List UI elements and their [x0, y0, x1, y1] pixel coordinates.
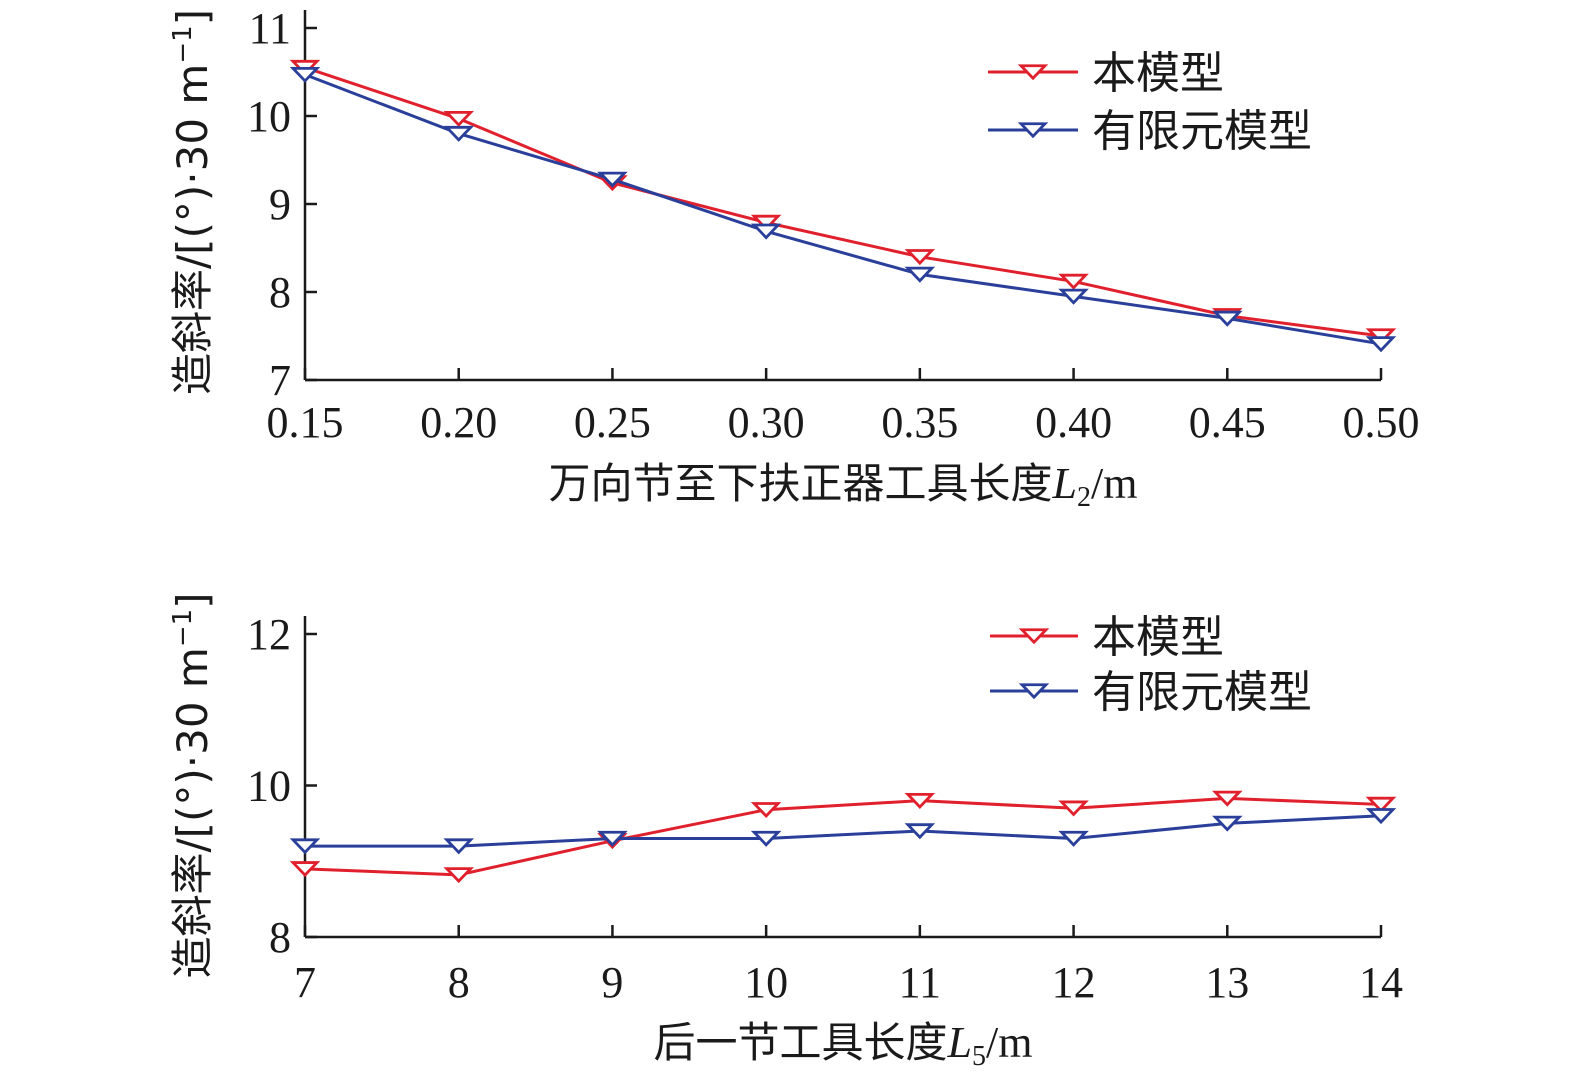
series-0-marker	[1058, 273, 1089, 290]
y-tick-label: 11	[249, 4, 291, 53]
y-tick-label: 7	[269, 356, 291, 405]
x-tick-label: 10	[744, 958, 788, 1007]
series-0-marker	[443, 110, 474, 127]
series-1-marker	[1365, 336, 1397, 353]
series-1-marker	[443, 125, 474, 142]
series-0-marker	[904, 249, 936, 266]
series-line-0	[304, 66, 1382, 338]
series-0-marker	[1365, 796, 1397, 813]
series-1-marker	[597, 830, 628, 847]
series-line-1	[304, 73, 1382, 346]
series-1-marker	[597, 171, 628, 188]
y-tick-label: 10	[247, 92, 291, 141]
y-tick-label: 9	[269, 180, 291, 229]
y-tick-label: 12	[247, 610, 291, 659]
y-axis-title: 造斜率/[(°)·30 m−1]	[168, 9, 217, 395]
x-tick-label: 7	[294, 958, 316, 1007]
x-tick-label: 0.20	[420, 398, 497, 447]
y-tick-label: 8	[269, 913, 291, 962]
x-tick-label: 0.25	[574, 398, 651, 447]
legend-label-0: 本模型	[1092, 48, 1224, 99]
x-tick-label: 0.50	[1343, 398, 1420, 447]
x-tick-label: 12	[1052, 958, 1096, 1007]
series-1-marker	[904, 823, 936, 840]
series-0-marker	[443, 867, 474, 884]
series-0-marker	[289, 861, 321, 878]
x-axis-title: 后一节工具长度L5/m	[654, 1018, 1033, 1072]
x-tick-label: 14	[1359, 958, 1403, 1007]
series-0-marker	[750, 802, 782, 819]
series-1-marker	[750, 223, 782, 240]
legend-marker-0	[1017, 64, 1049, 81]
chart-top: 7 8 9 10 11 0.15 0.20 0.25 0.30 0.35 0.40 0.45 0.50 万…	[168, 4, 1420, 513]
x-tick-label: 8	[448, 958, 470, 1007]
series-0-marker	[1058, 800, 1089, 817]
x-axis-title: 万向节至下扶正器工具长度L2/m	[549, 459, 1138, 513]
series-1-marker	[1212, 310, 1243, 327]
x-tick-label: 13	[1205, 958, 1249, 1007]
y-tick-label: 8	[269, 268, 291, 317]
y-axis-title: 造斜率/[(°)·30 m−1]	[168, 592, 217, 978]
legend-marker-0	[1018, 628, 1050, 645]
series-1-marker	[289, 838, 321, 855]
x-tick-label: 0.30	[728, 398, 805, 447]
legend-label-1: 有限元模型	[1092, 667, 1312, 718]
x-tick-label: 11	[899, 958, 941, 1007]
x-tick-label: 0.35	[881, 398, 958, 447]
legend-marker-1	[1018, 683, 1050, 700]
series-1-marker	[1058, 288, 1089, 305]
series-1-marker	[1058, 830, 1089, 847]
series-0-marker	[1365, 328, 1397, 345]
series-1-marker	[443, 838, 474, 855]
series-1-marker	[1212, 815, 1243, 832]
y-tick-label: 10	[247, 762, 291, 811]
legend-label-0: 本模型	[1092, 612, 1224, 663]
series-0-marker	[750, 214, 782, 231]
series-1-marker	[1365, 808, 1397, 825]
series-1-marker	[904, 266, 936, 283]
series-1-marker	[289, 66, 321, 83]
series-line-1	[305, 814, 1382, 848]
series-0-marker	[904, 792, 936, 809]
series-0-marker	[1212, 790, 1243, 807]
legend-label-1: 有限元模型	[1092, 106, 1312, 157]
series-line-0	[304, 796, 1382, 877]
legend-marker-1	[1017, 122, 1049, 139]
series-1-marker	[750, 830, 782, 847]
x-tick-label: 0.15	[267, 398, 344, 447]
x-tick-label: 0.45	[1189, 398, 1266, 447]
x-tick-label: 0.40	[1035, 398, 1112, 447]
x-tick-label: 9	[601, 958, 623, 1007]
